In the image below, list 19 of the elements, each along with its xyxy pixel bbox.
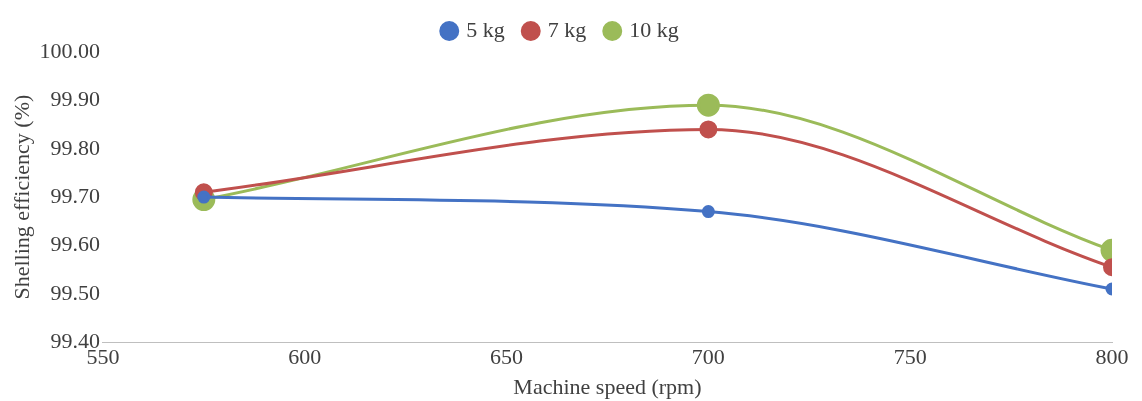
legend-label: 7 kg (547, 16, 587, 42)
legend-label: 10 kg (629, 16, 679, 42)
x-axis-title: Machine speed (rpm) (513, 373, 702, 399)
y-axis-title: Shelling efficiency (%) (8, 94, 34, 300)
point (701, 205, 715, 219)
x-tick-label: 600 (288, 344, 322, 370)
y-tick-label: 99.90 (50, 86, 100, 112)
y-tick-label: 99.60 (50, 231, 100, 257)
x-tick-label: 750 (893, 344, 927, 370)
x-tick-label: 800 (1095, 344, 1129, 370)
x-tick-label: 650 (490, 344, 524, 370)
y-tick-label: 99.70 (50, 182, 100, 208)
y-tick-label: 100.00 (39, 37, 100, 63)
x-tick-label: 700 (691, 344, 725, 370)
point (699, 120, 718, 139)
legend-label: 5 kg (466, 16, 505, 42)
y-tick-label: 99.50 (50, 279, 100, 305)
point (696, 93, 720, 117)
y-tick-label: 99.80 (50, 134, 100, 160)
